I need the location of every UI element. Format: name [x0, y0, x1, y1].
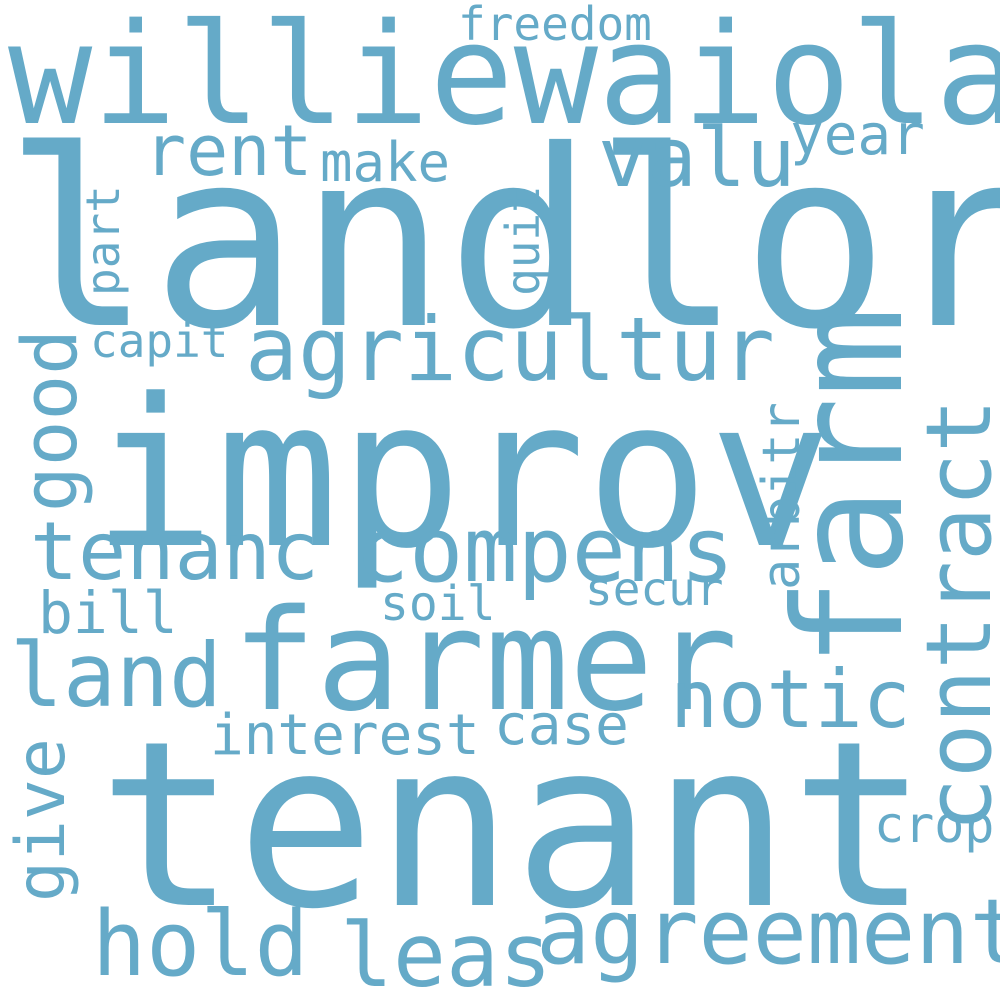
word-leas: leas [340, 904, 552, 1000]
word-williewaiola: williewaiola [8, 0, 1000, 157]
word-make: make [320, 131, 451, 194]
word-landlord: landlord [4, 98, 1000, 383]
word-soil: soil [380, 576, 496, 632]
word-arbitr: arbitr [752, 402, 812, 590]
word-agreement: agreement [536, 880, 1000, 985]
word-hold: hold [92, 892, 309, 997]
word-quit: quit [496, 185, 550, 296]
word-tenant: tenant [98, 693, 929, 960]
word-bill: bill [38, 579, 178, 647]
word-farmer: farmer [232, 580, 738, 743]
word-agricultur: agricultur [245, 298, 775, 401]
word-valu: valu [598, 111, 796, 206]
word-compens: compens [355, 498, 735, 603]
word-year: year [790, 103, 925, 168]
word-interest: interest [210, 703, 480, 768]
word-good: good [5, 328, 94, 512]
word-part: part [76, 185, 130, 296]
word-improv: improv [92, 356, 833, 594]
word-capit: capit [90, 314, 229, 368]
word-land: land [10, 624, 222, 727]
word-crop: crop [874, 796, 995, 854]
word-tenanc: tenanc [30, 505, 319, 598]
word-case: case [494, 693, 629, 758]
word-freedom: freedom [458, 0, 652, 51]
word-notic: notic [670, 653, 911, 746]
word-rent: rent [144, 110, 313, 192]
word-secur: secur [585, 562, 724, 616]
word-give: give [2, 738, 81, 902]
